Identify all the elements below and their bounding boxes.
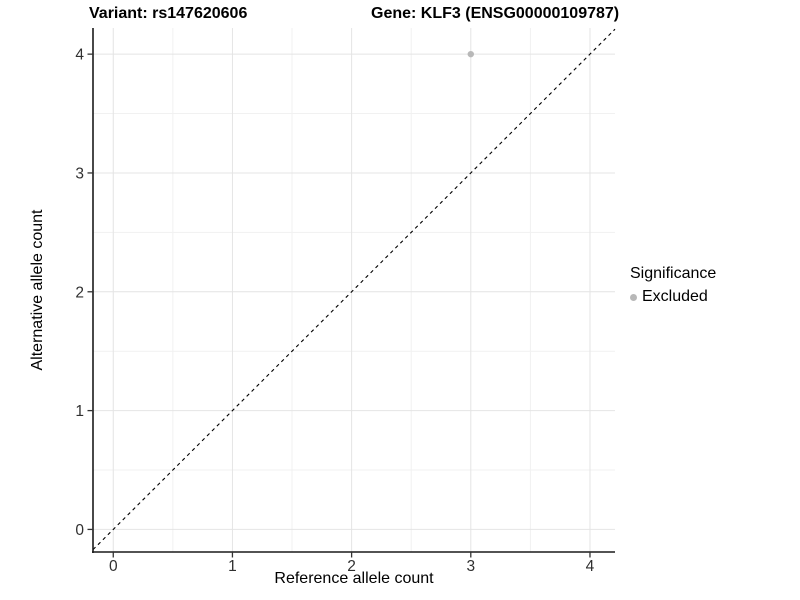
y-tick-label: 0 bbox=[75, 522, 84, 539]
y-axis-title: Alternative allele count bbox=[29, 209, 46, 371]
y-tick-label: 1 bbox=[75, 403, 84, 420]
data-point bbox=[467, 50, 474, 58]
x-tick-label: 0 bbox=[109, 558, 118, 575]
y-tick-label: 4 bbox=[75, 47, 84, 64]
y-tick-label: 3 bbox=[75, 165, 84, 182]
y-tick-label: 2 bbox=[75, 284, 84, 301]
plot-title-gene: Gene: KLF3 (ENSG00000109787) bbox=[371, 5, 620, 22]
x-tick-label: 2 bbox=[347, 558, 356, 575]
legend-item-excluded: Excluded bbox=[630, 288, 716, 306]
legend-point-icon bbox=[630, 293, 637, 301]
x-tick-label: 1 bbox=[228, 558, 237, 575]
x-tick-label: 4 bbox=[586, 558, 595, 575]
legend-item-label: Excluded bbox=[642, 288, 708, 305]
legend: Significance Excluded bbox=[630, 265, 716, 306]
identity-reference-line bbox=[92, 28, 616, 551]
plot-title-variant: Variant: rs147620606 bbox=[89, 5, 248, 22]
x-tick-label: 3 bbox=[466, 558, 475, 575]
x-axis-title: Reference allele count bbox=[274, 570, 434, 587]
legend-title: Significance bbox=[630, 265, 717, 282]
